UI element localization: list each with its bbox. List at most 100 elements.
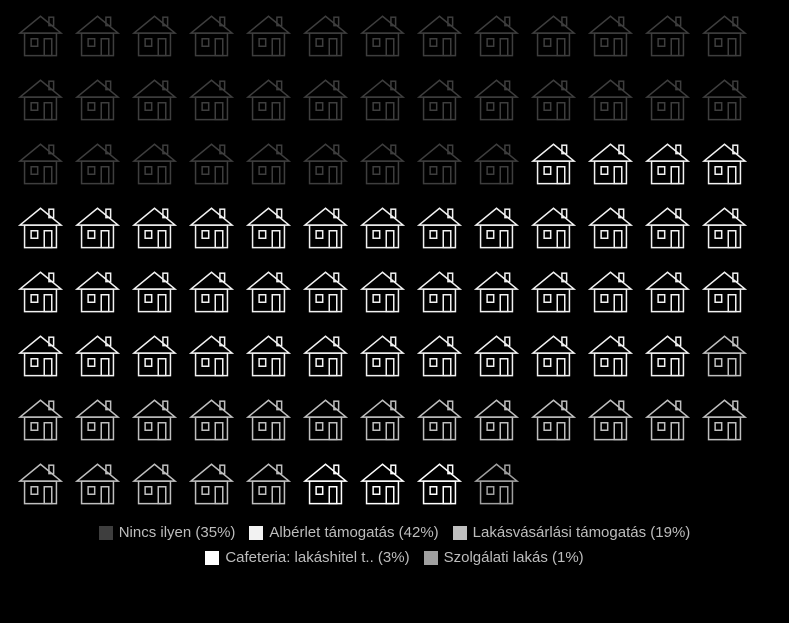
house-icon: [360, 332, 405, 378]
house-icon: [303, 332, 348, 378]
house-icon: [531, 140, 576, 186]
house-icon: [588, 140, 633, 186]
icon-row: [18, 140, 771, 186]
house-icon: [246, 12, 291, 58]
house-icon: [474, 204, 519, 250]
house-icon: [702, 76, 747, 122]
house-icon: [588, 12, 633, 58]
house-icon: [474, 12, 519, 58]
house-icon: [474, 396, 519, 442]
icon-grid: [0, 0, 789, 506]
house-icon: [360, 12, 405, 58]
legend-label: Szolgálati lakás (1%): [444, 549, 584, 566]
house-icon: [531, 204, 576, 250]
icon-row: [18, 396, 771, 442]
house-icon: [75, 12, 120, 58]
house-icon: [417, 204, 462, 250]
house-icon: [246, 332, 291, 378]
house-icon: [531, 268, 576, 314]
house-icon: [18, 12, 63, 58]
house-icon: [132, 204, 177, 250]
house-icon: [645, 268, 690, 314]
legend-item: Lakásvásárlási támogatás (19%): [453, 524, 691, 541]
icon-row: [18, 12, 771, 58]
house-icon: [189, 396, 234, 442]
house-icon: [474, 332, 519, 378]
house-icon: [417, 268, 462, 314]
house-icon: [189, 460, 234, 506]
legend-swatch: [249, 526, 263, 540]
house-icon: [303, 76, 348, 122]
legend-label: Cafeteria: lakáshitel t.. (3%): [225, 549, 409, 566]
house-icon: [75, 76, 120, 122]
house-icon: [189, 12, 234, 58]
house-icon: [75, 140, 120, 186]
house-icon: [18, 204, 63, 250]
house-icon: [360, 268, 405, 314]
house-icon: [417, 140, 462, 186]
house-icon: [246, 268, 291, 314]
house-icon: [360, 204, 405, 250]
house-icon: [645, 396, 690, 442]
house-icon: [132, 76, 177, 122]
house-icon: [588, 396, 633, 442]
house-icon: [132, 460, 177, 506]
house-icon: [189, 140, 234, 186]
house-icon: [645, 140, 690, 186]
house-icon: [246, 76, 291, 122]
house-icon: [303, 204, 348, 250]
house-icon: [360, 140, 405, 186]
house-icon: [18, 76, 63, 122]
house-icon: [645, 76, 690, 122]
house-icon: [417, 396, 462, 442]
house-icon: [246, 204, 291, 250]
house-icon: [417, 332, 462, 378]
house-icon: [303, 396, 348, 442]
house-icon: [702, 204, 747, 250]
icon-row: [18, 460, 771, 506]
house-icon: [474, 268, 519, 314]
house-icon: [75, 332, 120, 378]
icon-row: [18, 204, 771, 250]
house-icon: [360, 460, 405, 506]
house-icon: [417, 460, 462, 506]
legend-item: Albérlet támogatás (42%): [249, 524, 438, 541]
house-icon: [588, 76, 633, 122]
house-icon: [702, 396, 747, 442]
legend: Nincs ilyen (35%) Albérlet támogatás (42%…: [0, 506, 789, 574]
house-icon: [75, 204, 120, 250]
legend-label: Nincs ilyen (35%): [119, 524, 236, 541]
house-icon: [417, 76, 462, 122]
legend-swatch: [453, 526, 467, 540]
house-icon: [18, 460, 63, 506]
house-icon: [132, 12, 177, 58]
icon-row: [18, 76, 771, 122]
house-icon: [75, 460, 120, 506]
house-icon: [474, 76, 519, 122]
legend-swatch: [99, 526, 113, 540]
house-icon: [132, 396, 177, 442]
house-icon: [18, 140, 63, 186]
house-icon: [75, 268, 120, 314]
house-icon: [474, 140, 519, 186]
legend-item: Szolgálati lakás (1%): [424, 549, 584, 566]
house-icon: [360, 76, 405, 122]
legend-swatch: [205, 551, 219, 565]
house-icon: [303, 12, 348, 58]
house-icon: [702, 140, 747, 186]
icon-row: [18, 332, 771, 378]
legend-label: Albérlet támogatás (42%): [269, 524, 438, 541]
house-icon: [189, 76, 234, 122]
house-icon: [18, 332, 63, 378]
house-icon: [417, 12, 462, 58]
house-icon: [75, 396, 120, 442]
legend-item: Cafeteria: lakáshitel t.. (3%): [205, 549, 409, 566]
house-icon: [189, 268, 234, 314]
house-icon: [189, 332, 234, 378]
house-icon: [702, 332, 747, 378]
house-icon: [360, 396, 405, 442]
house-icon: [702, 12, 747, 58]
house-icon: [474, 460, 519, 506]
legend-swatch: [424, 551, 438, 565]
house-icon: [132, 268, 177, 314]
